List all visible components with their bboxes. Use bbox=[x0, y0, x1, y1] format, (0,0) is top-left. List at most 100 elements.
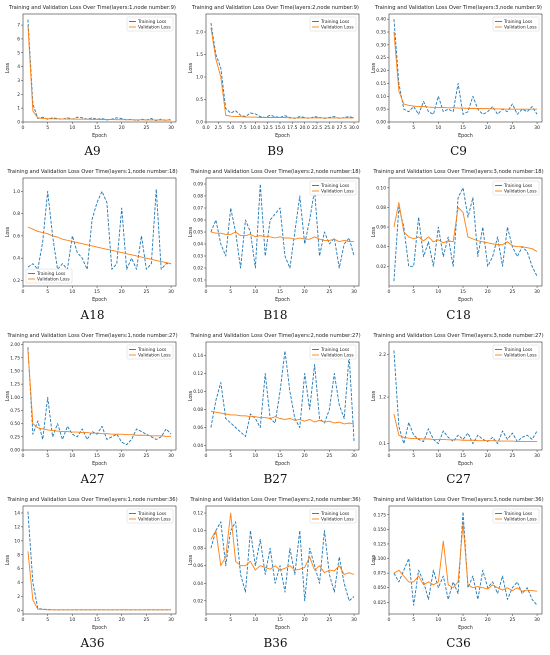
training-loss-line bbox=[210, 350, 355, 442]
legend-label: Validation Loss bbox=[37, 277, 70, 283]
chart-panel-a9: Training and Validation Loss Over Time(l… bbox=[5, 2, 180, 162]
x-tick-label: 10 bbox=[69, 289, 75, 295]
y-tick-label: 1.25 bbox=[10, 382, 20, 388]
x-axis-label: Epoch bbox=[458, 461, 473, 467]
y-tick-label: 0.10 bbox=[376, 185, 386, 191]
validation-loss-line bbox=[393, 31, 538, 110]
training-loss-line bbox=[210, 183, 355, 269]
x-tick-label: 15 bbox=[460, 289, 466, 295]
y-axis-label: Loss bbox=[188, 554, 194, 565]
x-tick-label: 0.0 bbox=[202, 125, 209, 131]
x-tick-label: 7.5 bbox=[239, 125, 246, 131]
x-tick-label: 27.5 bbox=[337, 125, 347, 131]
legend-label: Validation Loss bbox=[138, 353, 171, 359]
legend-label: Validation Loss bbox=[504, 189, 537, 195]
x-tick-label: 22.5 bbox=[312, 125, 322, 131]
y-tick-label: 5 bbox=[17, 50, 20, 56]
x-tick-label: 10 bbox=[69, 453, 75, 459]
x-tick-label: 10 bbox=[435, 453, 441, 459]
legend-label: Training Loss bbox=[320, 19, 350, 25]
chart-title: Training and Validation Loss Over Time(l… bbox=[189, 497, 360, 503]
panel-caption: A9 bbox=[84, 144, 101, 158]
x-tick-label: 5 bbox=[412, 617, 415, 623]
plot-frame bbox=[388, 341, 543, 451]
validation-loss-line bbox=[27, 25, 172, 121]
x-tick-label: 10 bbox=[435, 289, 441, 295]
y-tick-label: 0.175 bbox=[373, 512, 386, 518]
y-tick-label: 0.20 bbox=[376, 68, 386, 74]
legend-label: Training Loss bbox=[137, 347, 167, 353]
y-tick-label: 0.25 bbox=[376, 55, 386, 61]
y-tick-label: 3 bbox=[17, 78, 20, 84]
legend-label: Training Loss bbox=[320, 183, 350, 189]
chart-svg: Training and Validation Loss Over Time(l… bbox=[5, 497, 178, 631]
x-tick-label: 25 bbox=[509, 453, 515, 459]
y-tick-label: 0.08 bbox=[376, 205, 386, 211]
legend-label: Training Loss bbox=[320, 511, 350, 517]
x-tick-label: 25 bbox=[326, 453, 332, 459]
validation-loss-line bbox=[210, 231, 355, 243]
y-tick-label: 0.050 bbox=[373, 585, 386, 591]
legend-label: Validation Loss bbox=[138, 517, 171, 523]
x-tick-label: 15 bbox=[460, 617, 466, 623]
chart-svg: Training and Validation Loss Over Time(l… bbox=[371, 497, 544, 631]
chart-svg: Training and Validation Loss Over Time(l… bbox=[188, 497, 361, 631]
y-tick-label: 1.00 bbox=[10, 395, 20, 401]
chart-panel-b9: Training and Validation Loss Over Time(l… bbox=[188, 2, 363, 162]
y-tick-label: 2.00 bbox=[10, 342, 20, 348]
chart-panel-a27: Training and Validation Loss Over Time(l… bbox=[5, 330, 180, 490]
y-tick-label: 0.35 bbox=[376, 30, 386, 36]
chart-svg: Training and Validation Loss Over Time(l… bbox=[5, 5, 177, 139]
training-loss-line bbox=[210, 22, 355, 119]
x-tick-label: 25 bbox=[143, 453, 149, 459]
y-tick-label: 0.50 bbox=[10, 421, 20, 427]
legend-label: Validation Loss bbox=[321, 189, 354, 195]
y-tick-label: 0.02 bbox=[376, 264, 386, 270]
y-tick-label: 0.1 bbox=[379, 441, 386, 447]
x-tick-label: 20 bbox=[119, 453, 125, 459]
y-tick-label: 0.14 bbox=[193, 353, 203, 359]
x-axis-label: Epoch bbox=[458, 133, 473, 139]
x-tick-label: 5 bbox=[46, 125, 49, 131]
chart-panel-a36: Training and Validation Loss Over Time(l… bbox=[5, 494, 180, 654]
y-axis-label: Loss bbox=[188, 62, 194, 73]
x-tick-label: 30 bbox=[351, 617, 357, 623]
y-tick-label: 0.10 bbox=[376, 94, 386, 100]
panel-caption: A27 bbox=[80, 472, 105, 486]
panel-caption: C9 bbox=[450, 144, 467, 158]
y-axis-label: Loss bbox=[371, 390, 377, 401]
y-tick-label: 0.25 bbox=[10, 434, 20, 440]
y-tick-label: 1 bbox=[17, 106, 20, 112]
y-tick-label: 0.09 bbox=[193, 182, 203, 188]
validation-loss-line bbox=[27, 349, 172, 437]
validation-loss-line bbox=[393, 202, 538, 253]
y-tick-label: 0.05 bbox=[376, 107, 386, 113]
x-axis-label: Epoch bbox=[458, 297, 473, 303]
x-axis-label: Epoch bbox=[92, 461, 107, 467]
chart-title: Training and Validation Loss Over Time(l… bbox=[189, 333, 360, 339]
y-tick-label: 0.04 bbox=[376, 244, 386, 250]
y-tick-label: 1.0 bbox=[13, 189, 20, 195]
x-tick-label: 25 bbox=[509, 289, 515, 295]
x-tick-label: 20 bbox=[119, 617, 125, 623]
y-tick-label: 0.01 bbox=[193, 278, 203, 284]
y-tick-label: 1.2 bbox=[379, 395, 386, 401]
y-tick-label: 1.0 bbox=[196, 75, 203, 81]
panel-caption: C18 bbox=[446, 308, 471, 322]
legend-label: Validation Loss bbox=[504, 25, 537, 31]
x-tick-label: 0 bbox=[22, 125, 25, 131]
x-tick-label: 10.0 bbox=[250, 125, 260, 131]
x-tick-label: 20 bbox=[485, 125, 491, 131]
y-tick-label: 0.00 bbox=[376, 120, 386, 126]
y-axis-label: Loss bbox=[188, 226, 194, 237]
legend-label: Training Loss bbox=[503, 347, 533, 353]
legend-label: Validation Loss bbox=[504, 353, 537, 359]
x-tick-label: 25 bbox=[509, 125, 515, 131]
x-tick-label: 20 bbox=[485, 453, 491, 459]
chart-panel-b18: Training and Validation Loss Over Time(l… bbox=[188, 166, 363, 326]
x-tick-label: 5 bbox=[46, 453, 49, 459]
y-tick-label: 12 bbox=[14, 524, 20, 530]
